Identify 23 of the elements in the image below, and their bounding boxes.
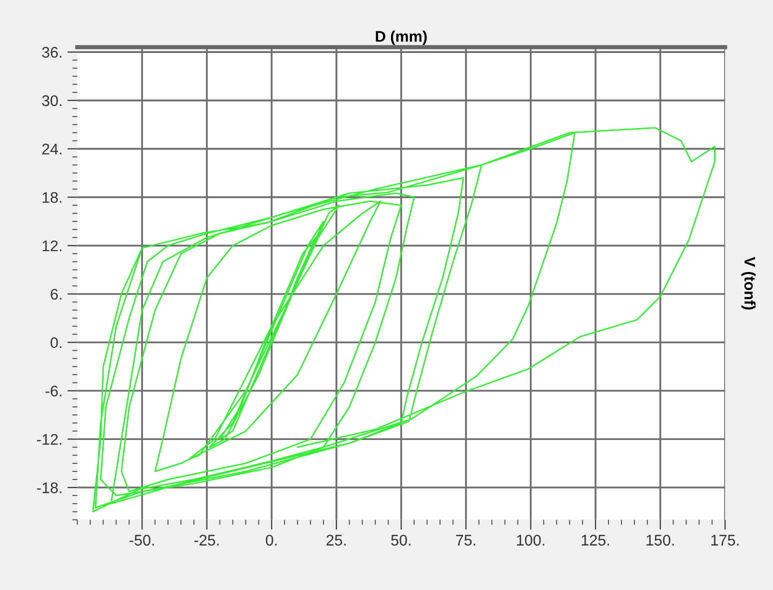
y-tick-label: -6. bbox=[46, 386, 62, 396]
x-tick-label: 175. bbox=[711, 534, 739, 546]
y-tick-label: 18. bbox=[42, 192, 62, 203]
y-tick-label: 12. bbox=[42, 240, 62, 252]
x-tick-label: -25. bbox=[194, 534, 219, 546]
x-tick-label: -50. bbox=[130, 534, 154, 546]
y-tick-label: -12. bbox=[37, 434, 62, 445]
x-tick-label: 0. bbox=[266, 534, 277, 546]
line-series bbox=[92, 127, 716, 512]
y-tick-label: 0. bbox=[50, 337, 62, 348]
y-tick-label: 36. bbox=[42, 46, 62, 58]
x-tick-label: 125. bbox=[582, 534, 609, 546]
y-tick-label: 24. bbox=[42, 144, 62, 154]
x-tick-label: 75. bbox=[456, 534, 476, 546]
x-tick-label: 100. bbox=[517, 534, 544, 546]
x-tick-label: 50. bbox=[391, 534, 410, 546]
y-tick-label: 30. bbox=[42, 95, 62, 106]
x-tick-label: 150. bbox=[646, 534, 674, 546]
y-tick-label: -18. bbox=[37, 482, 62, 494]
x-tick-label: 25. bbox=[326, 534, 346, 546]
x-axis-title: D (mm) bbox=[376, 30, 427, 45]
y-tick-label: 6. bbox=[50, 288, 62, 300]
y-axis-title: V (tonf) bbox=[741, 256, 756, 310]
